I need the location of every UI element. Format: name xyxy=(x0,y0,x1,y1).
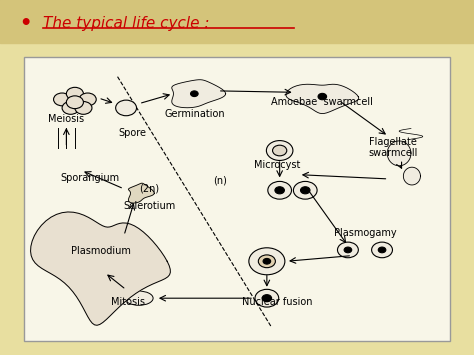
Text: Amoebae  swarmcell: Amoebae swarmcell xyxy=(272,97,373,107)
Circle shape xyxy=(263,258,271,264)
Circle shape xyxy=(54,93,71,106)
Text: Microcyst: Microcyst xyxy=(255,160,301,170)
FancyBboxPatch shape xyxy=(24,57,450,341)
Polygon shape xyxy=(387,141,411,166)
Polygon shape xyxy=(286,84,359,114)
Text: Meiosis: Meiosis xyxy=(48,114,84,124)
Text: (2n): (2n) xyxy=(139,184,160,194)
Circle shape xyxy=(75,102,92,114)
Circle shape xyxy=(301,187,310,194)
Circle shape xyxy=(66,96,83,109)
Polygon shape xyxy=(172,80,226,108)
Polygon shape xyxy=(30,212,170,325)
Circle shape xyxy=(268,181,292,199)
Circle shape xyxy=(79,93,96,106)
Text: Germination: Germination xyxy=(164,109,225,119)
Circle shape xyxy=(116,100,137,116)
Circle shape xyxy=(318,93,327,100)
Text: Nuclear fusion: Nuclear fusion xyxy=(242,297,313,307)
Circle shape xyxy=(66,87,83,100)
Bar xyxy=(0,0,474,43)
Text: Plasmodium: Plasmodium xyxy=(71,246,130,256)
Text: Sclerotium: Sclerotium xyxy=(123,201,176,211)
Circle shape xyxy=(344,247,352,253)
Polygon shape xyxy=(128,183,155,203)
Text: The typical life cycle :: The typical life cycle : xyxy=(43,16,209,31)
Circle shape xyxy=(337,242,358,258)
Circle shape xyxy=(275,187,284,194)
Circle shape xyxy=(62,102,79,114)
Circle shape xyxy=(262,295,272,302)
Text: (n): (n) xyxy=(213,175,227,185)
Circle shape xyxy=(293,181,317,199)
Text: Flagellate
swarmcell: Flagellate swarmcell xyxy=(368,137,418,158)
Circle shape xyxy=(372,242,392,258)
Circle shape xyxy=(249,248,285,275)
Circle shape xyxy=(266,141,293,160)
Text: Mitosis: Mitosis xyxy=(111,297,145,307)
Bar xyxy=(0,43,474,355)
Circle shape xyxy=(258,255,275,268)
Ellipse shape xyxy=(125,291,153,305)
Text: Spore: Spore xyxy=(118,129,146,138)
Text: Sporangium: Sporangium xyxy=(60,173,119,182)
Circle shape xyxy=(273,145,287,156)
Polygon shape xyxy=(403,167,420,185)
Circle shape xyxy=(191,91,198,97)
Circle shape xyxy=(255,289,279,307)
Text: Plasmogamy: Plasmogamy xyxy=(334,228,396,238)
Circle shape xyxy=(378,247,386,253)
Text: •: • xyxy=(19,13,31,33)
